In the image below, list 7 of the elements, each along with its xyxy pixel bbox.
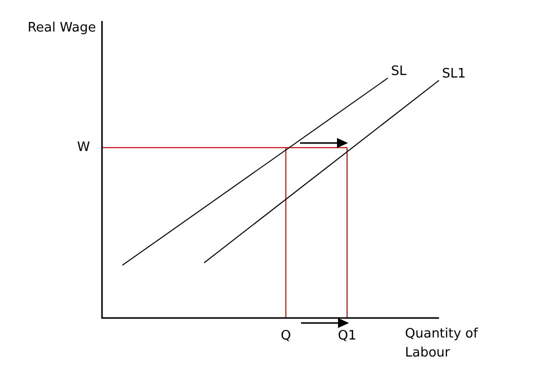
- series-label: W: [77, 140, 90, 155]
- x-tick-label: Q1: [338, 328, 356, 344]
- x-tick-label: Q: [280, 328, 291, 344]
- y-axis-title: Real Wage: [28, 20, 96, 36]
- x-axis-title: Quantity of Labour: [405, 326, 478, 360]
- series-label: SL: [390, 64, 408, 79]
- series-label: SL1: [442, 66, 466, 82]
